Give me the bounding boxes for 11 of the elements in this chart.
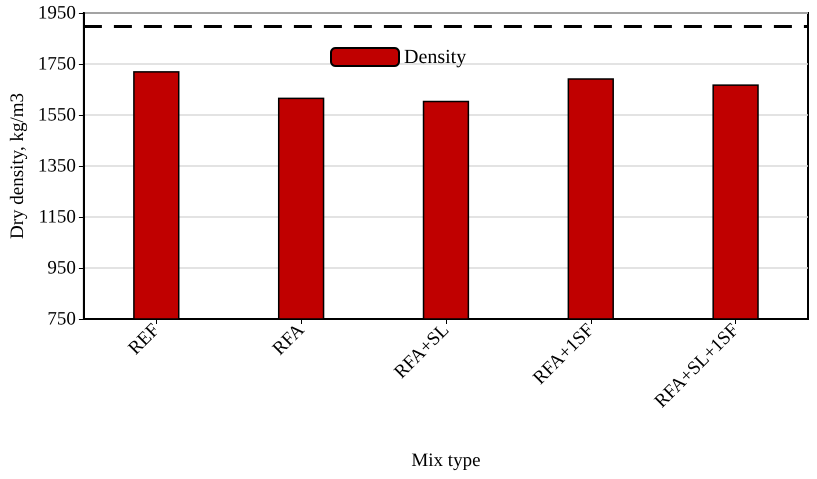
y-tick-label: 950 [47,258,76,278]
y-tick-label: 1750 [38,54,76,74]
y-tick-label: 1350 [38,156,76,176]
y-tick-label: 1950 [38,2,76,24]
x-axis-title: Mix type [411,450,481,471]
y-tick-label: 1550 [38,104,76,126]
y-tick-label: 750 [47,308,76,330]
x-tick-label: RFA [268,319,309,360]
y-axis-title: Dry density, kg/m3 [7,92,28,240]
y-tick-label: 1150 [38,206,76,228]
legend-label: Density [404,46,466,68]
